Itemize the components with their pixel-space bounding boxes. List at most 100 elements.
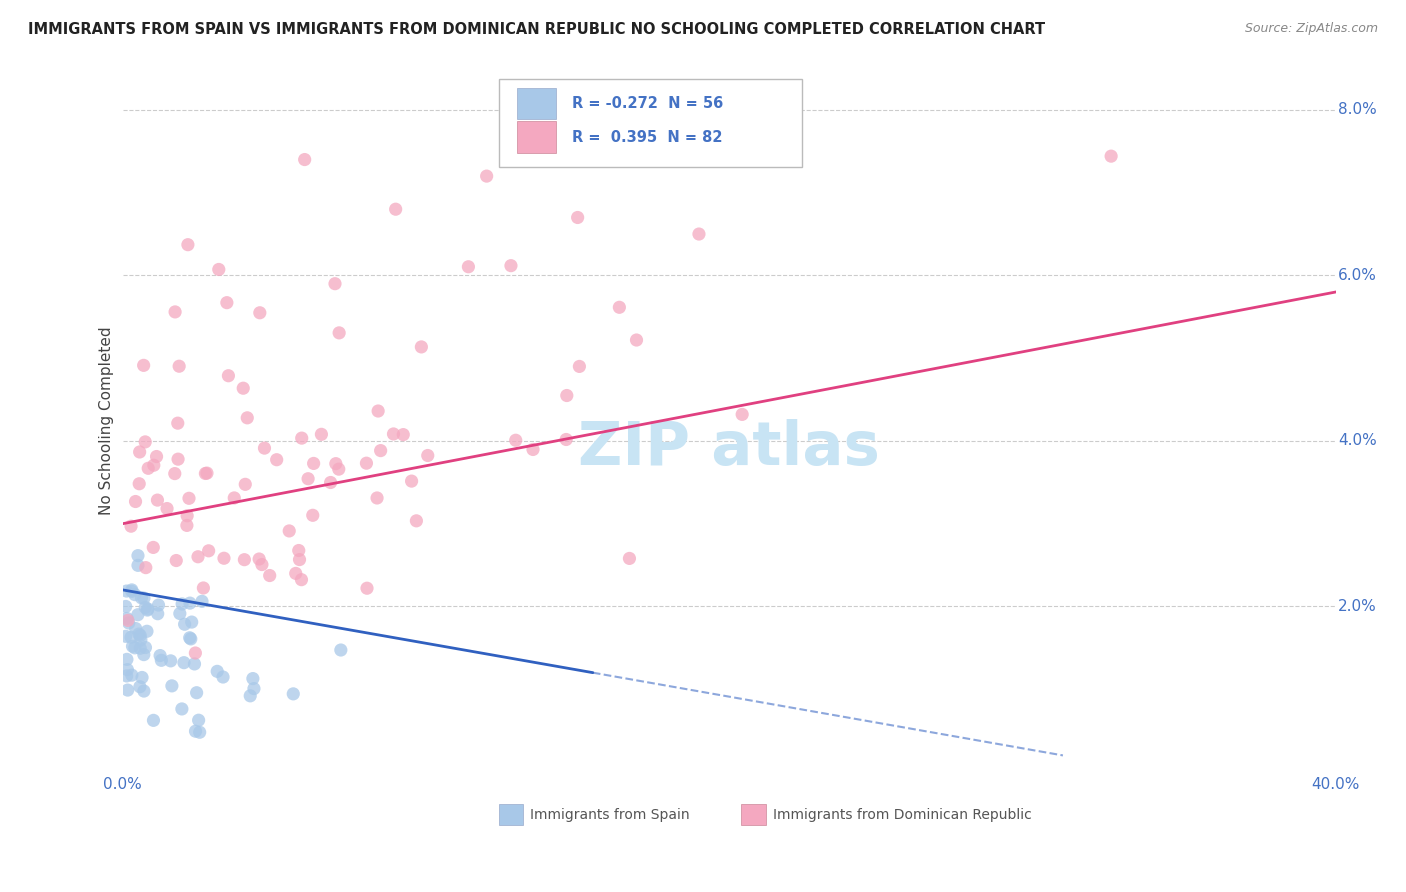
Point: [165, 305, 187, 319]
Point: [205, 665, 228, 679]
Point: [250, 558, 273, 572]
Point: [129, 680, 152, 694]
Point: [121, 582, 143, 597]
Point: [384, 202, 406, 217]
Point: [159, 654, 181, 668]
Point: [127, 558, 149, 573]
Point: [187, 713, 209, 727]
Point: [311, 427, 333, 442]
Point: [366, 491, 388, 505]
Point: [522, 442, 544, 457]
Point: [114, 599, 136, 614]
Point: [291, 431, 314, 445]
Point: [125, 622, 148, 636]
Point: [121, 639, 143, 653]
Point: [149, 648, 172, 663]
Text: Immigrants from Dominican Republic: Immigrants from Dominican Republic: [773, 808, 1032, 822]
Point: [457, 260, 479, 274]
Point: [567, 211, 589, 225]
Point: [132, 684, 155, 698]
Point: [288, 552, 311, 566]
Point: [117, 663, 139, 677]
Point: [142, 541, 165, 555]
Point: [188, 725, 211, 739]
Point: [128, 476, 150, 491]
Point: [356, 581, 378, 595]
Point: [294, 153, 316, 167]
Point: [170, 702, 193, 716]
Point: [120, 630, 142, 644]
Point: [232, 381, 254, 395]
Point: [127, 607, 149, 622]
Point: [145, 450, 167, 464]
Point: [132, 359, 155, 373]
Point: [401, 474, 423, 488]
Point: [259, 568, 281, 582]
Text: 4.0%: 4.0%: [1339, 434, 1376, 449]
Point: [179, 631, 201, 645]
Point: [128, 445, 150, 459]
Point: [131, 591, 153, 605]
Point: [115, 669, 138, 683]
Point: [619, 551, 641, 566]
Point: [287, 543, 309, 558]
Point: [142, 714, 165, 728]
Point: [555, 433, 578, 447]
Point: [146, 493, 169, 508]
Text: Source: ZipAtlas.com: Source: ZipAtlas.com: [1244, 22, 1378, 36]
Point: [212, 551, 235, 566]
Point: [266, 452, 288, 467]
Point: [290, 573, 312, 587]
Point: [731, 408, 754, 422]
Point: [233, 552, 256, 566]
Point: [208, 262, 231, 277]
Point: [328, 326, 350, 340]
Point: [212, 670, 235, 684]
Point: [167, 359, 190, 374]
Point: [626, 333, 648, 347]
Point: [278, 524, 301, 538]
Text: Immigrants from Spain: Immigrants from Spain: [530, 808, 690, 822]
Point: [367, 404, 389, 418]
Point: [132, 648, 155, 662]
Point: [233, 477, 256, 491]
Point: [129, 632, 152, 647]
Point: [121, 668, 143, 682]
Point: [115, 611, 138, 625]
Y-axis label: No Schooling Completed: No Schooling Completed: [100, 326, 114, 515]
Point: [131, 670, 153, 684]
Point: [117, 683, 139, 698]
Point: [172, 597, 194, 611]
Point: [191, 594, 214, 608]
Point: [114, 629, 136, 643]
Text: 6.0%: 6.0%: [1339, 268, 1378, 283]
Point: [325, 457, 347, 471]
Point: [193, 581, 215, 595]
Point: [224, 491, 246, 505]
Point: [156, 501, 179, 516]
Point: [176, 508, 198, 523]
Point: [242, 672, 264, 686]
Point: [1099, 149, 1122, 163]
Point: [129, 641, 152, 656]
Point: [117, 614, 139, 628]
Point: [135, 560, 157, 574]
Point: [180, 615, 202, 629]
Text: IMMIGRANTS FROM SPAIN VS IMMIGRANTS FROM DOMINICAN REPUBLIC NO SCHOOLING COMPLET: IMMIGRANTS FROM SPAIN VS IMMIGRANTS FROM…: [28, 22, 1045, 37]
Point: [609, 301, 631, 315]
Point: [136, 602, 159, 616]
Point: [173, 617, 195, 632]
Point: [124, 494, 146, 508]
Point: [127, 549, 149, 563]
Point: [129, 628, 152, 642]
Text: 8.0%: 8.0%: [1339, 103, 1376, 118]
Point: [136, 603, 159, 617]
Point: [160, 679, 183, 693]
Point: [249, 306, 271, 320]
Point: [134, 600, 156, 615]
Point: [197, 544, 219, 558]
Text: R = -0.272  N = 56: R = -0.272 N = 56: [572, 95, 723, 111]
Point: [301, 508, 323, 523]
Point: [356, 456, 378, 470]
Point: [121, 584, 143, 599]
